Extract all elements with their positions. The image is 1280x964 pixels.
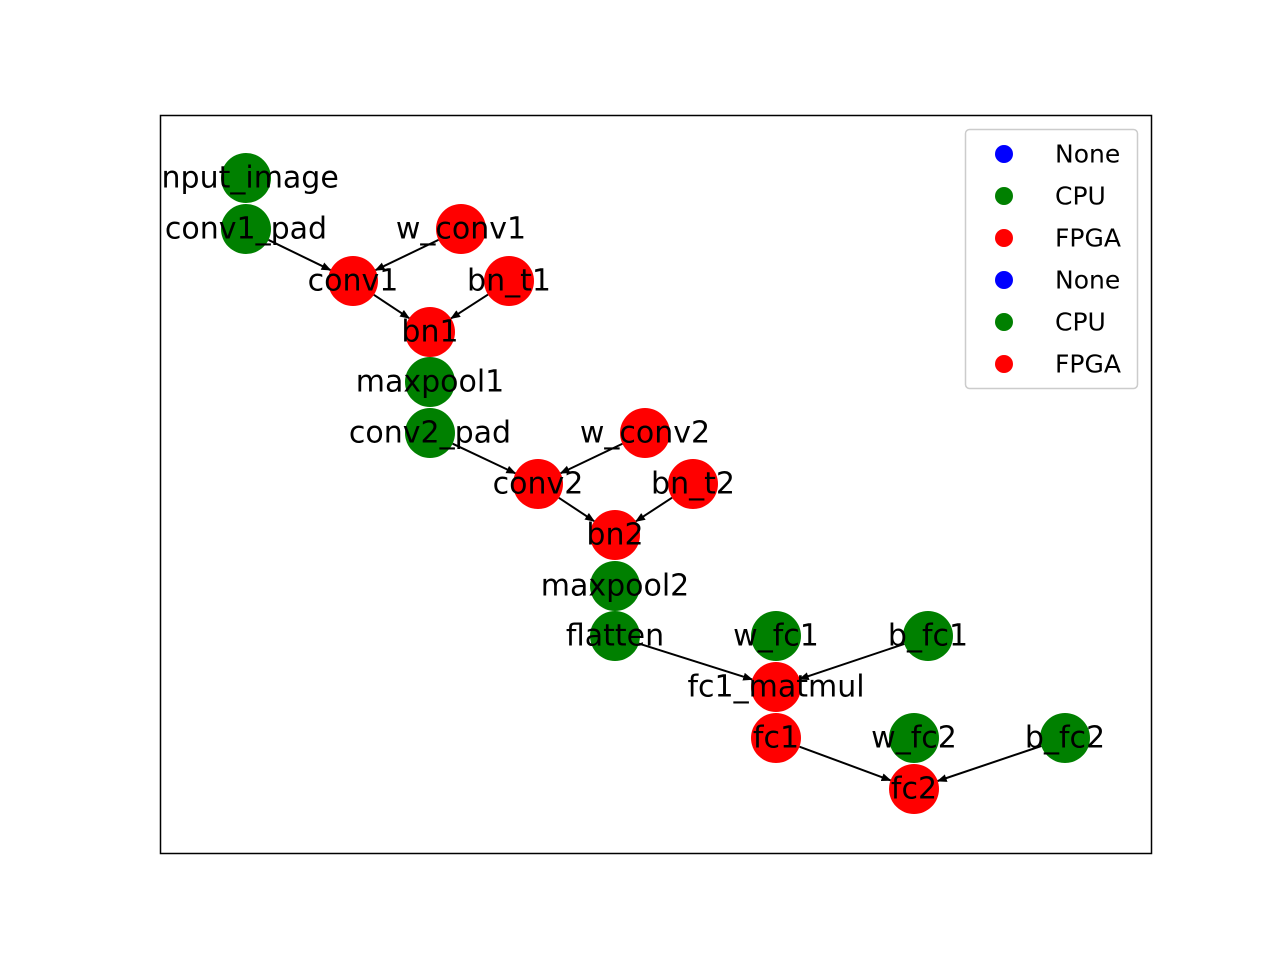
legend-label-none: None — [1055, 266, 1120, 295]
edge-flatten-to-fc1_matmul — [638, 642, 754, 681]
node-w-fc1 — [751, 611, 801, 661]
node-bn-t2 — [668, 459, 718, 509]
node-label-b-fc1: b_fc1 — [888, 619, 968, 654]
node-label-b-fc2: b_fc2 — [1025, 721, 1105, 756]
node-label-flatten: flatten — [566, 619, 664, 654]
labels-layer: input_image conv1_pad w_conv1 conv1 bn_t1 bn1… — [153, 161, 1105, 807]
node-label-conv2-pad: conv2_pad — [349, 416, 511, 451]
node-label-w-conv2: w_conv2 — [580, 416, 710, 451]
node-conv1 — [328, 256, 378, 306]
node-label-bn2: bn2 — [586, 518, 643, 553]
legend-marker-cpu — [995, 187, 1013, 205]
node-label-input-image: input_image — [153, 161, 339, 196]
legend-marker-fpga — [995, 229, 1013, 247]
node-label-conv1-pad: conv1_pad — [165, 212, 327, 247]
edge-b_fc1-to-fc1_matmul — [798, 643, 905, 680]
plot-area: input_image conv1_pad w_conv1 conv1 bn_t1 bn1… — [153, 153, 1105, 814]
node-conv2-pad — [405, 408, 455, 458]
node-conv2 — [513, 459, 563, 509]
node-w-conv1 — [436, 204, 486, 254]
node-label-conv1: conv1 — [308, 264, 399, 299]
legend-label-none: None — [1055, 140, 1120, 169]
node-fc1-matmul — [751, 662, 801, 712]
edge-conv2_pad-to-conv2 — [452, 442, 517, 475]
node-conv1-pad — [221, 204, 271, 254]
edge-conv2-to-bn2 — [558, 496, 595, 523]
legend-label-fpga: FPGA — [1055, 224, 1121, 253]
nodes-layer — [221, 153, 1090, 814]
node-bn1 — [405, 307, 455, 357]
node-fc2 — [889, 764, 939, 814]
edge-bn_t2-to-bn2 — [635, 496, 673, 523]
node-maxpool1 — [405, 357, 455, 407]
node-b-fc1 — [903, 611, 953, 661]
node-label-maxpool2: maxpool2 — [541, 569, 690, 604]
node-bn2 — [590, 510, 640, 560]
edge-w_conv1-to-conv1 — [374, 238, 439, 272]
node-bn-t1 — [484, 256, 534, 306]
node-label-fc2: fc2 — [891, 772, 937, 807]
node-fc1 — [751, 713, 801, 763]
node-label-w-conv1: w_conv1 — [396, 212, 526, 247]
legend-label-cpu: CPU — [1055, 308, 1106, 337]
node-w-fc2 — [889, 713, 939, 763]
edge-b_fc2-to-fc2 — [936, 745, 1042, 782]
axes-frame — [159, 114, 1153, 855]
node-flatten — [590, 611, 640, 661]
node-maxpool2 — [590, 561, 640, 611]
legend-marker-none — [995, 271, 1013, 289]
legend-label-cpu: CPU — [1055, 182, 1106, 211]
node-label-fc1: fc1 — [753, 721, 799, 756]
node-input-image — [221, 153, 271, 203]
edge-conv1-to-bn1 — [373, 293, 410, 320]
node-w-conv2 — [620, 408, 670, 458]
node-label-w-fc1: w_fc1 — [733, 619, 819, 654]
edge-w_conv2-to-conv2 — [559, 442, 623, 475]
node-label-bn-t2: bn_t2 — [651, 467, 735, 502]
node-label-bn1: bn1 — [401, 315, 458, 350]
legend-marker-none — [995, 145, 1013, 163]
legend-marker-cpu — [995, 313, 1013, 331]
legend-label-fpga: FPGA — [1055, 350, 1121, 379]
edge-conv1_pad-to-conv1 — [268, 239, 332, 271]
edges-layer — [268, 238, 1042, 782]
node-label-conv2: conv2 — [493, 467, 584, 502]
node-b-fc2 — [1040, 713, 1090, 763]
legend: None CPU FPGA None CPU FPGA — [964, 128, 1139, 390]
node-label-w-fc2: w_fc2 — [871, 721, 957, 756]
legend-marker-fpga — [995, 355, 1013, 373]
edge-fc1-to-fc2 — [799, 745, 892, 782]
edge-bn_t1-to-bn1 — [450, 293, 489, 320]
node-label-fc1-matmul: fc1_matmul — [687, 670, 864, 705]
node-label-bn-t1: bn_t1 — [467, 264, 551, 299]
node-label-maxpool1: maxpool1 — [356, 365, 505, 400]
